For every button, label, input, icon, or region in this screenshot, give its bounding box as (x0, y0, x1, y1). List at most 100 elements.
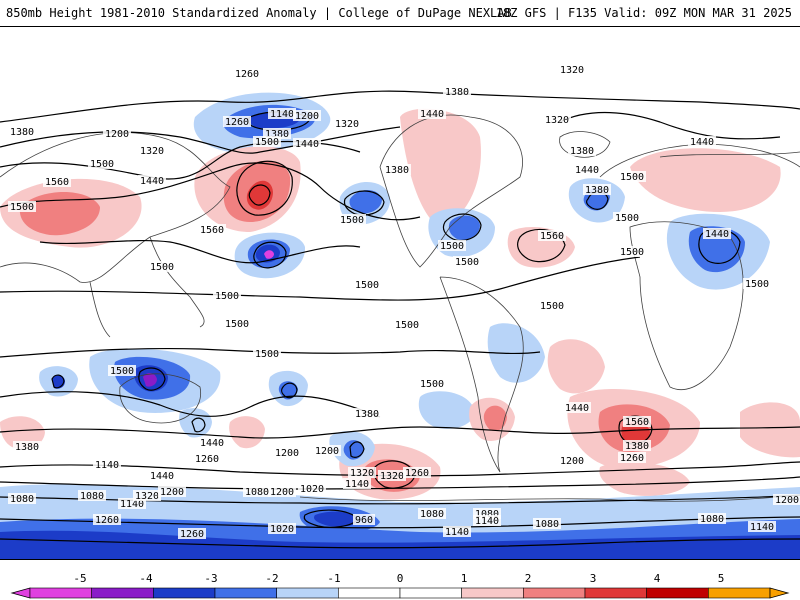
contour-label-bg (213, 290, 241, 301)
height-contour (0, 256, 641, 301)
colorbar-tick-label: -5 (73, 572, 86, 585)
contour-label-bg (618, 171, 646, 182)
height-contour (236, 160, 293, 216)
contour-label-bg (353, 408, 381, 419)
contour-label-bg (103, 128, 131, 139)
contour-label: 1380 (385, 165, 409, 176)
contour-label-bg (268, 486, 296, 497)
contour-label: 1380 (15, 442, 39, 453)
contour-label: 1320 (335, 119, 359, 130)
contour-label-bg (223, 116, 251, 127)
contour-label-bg (8, 126, 36, 137)
height-contour (517, 228, 566, 263)
anomaly-area (547, 339, 605, 394)
anomaly-area (343, 440, 364, 460)
contour-label-bg (568, 145, 596, 156)
contour-label-bg (293, 110, 321, 121)
colorbar-swatches (10, 587, 790, 599)
contour-label-bg (473, 515, 501, 526)
colorbar-tick-label: 0 (397, 572, 404, 585)
height-contour (559, 111, 781, 140)
contour-label-bg (298, 483, 326, 494)
contour-label-bg (403, 467, 431, 478)
colorbar-swatch (276, 587, 339, 599)
colorbar-tick-label: -4 (139, 572, 153, 585)
height-contour (0, 90, 800, 123)
height-contour (280, 382, 298, 399)
contour-label-bg (558, 64, 586, 75)
colorbar-tick-label: 2 (525, 572, 532, 585)
contour-label-bg (43, 176, 71, 187)
contour-label-bg (538, 230, 566, 241)
height-contour (0, 538, 800, 549)
contour-label-bg (573, 164, 601, 175)
contour-label-bg (93, 514, 121, 525)
contour-label: 1260 (620, 453, 644, 464)
contour-label: 1320 (380, 471, 404, 482)
contour-label: 1200 (295, 111, 319, 122)
contour-label: 1260 (235, 69, 259, 80)
contour-label: 1500 (455, 257, 479, 268)
contour-label: 1380 (265, 129, 289, 140)
contour-label-bg (393, 319, 421, 330)
contour-label-bg (148, 470, 176, 481)
contour-label-bg (618, 246, 646, 257)
colorbar-swatch (91, 587, 154, 599)
contour-label-bg (148, 261, 176, 272)
height-contour (442, 213, 482, 242)
contour-label: 1500 (215, 291, 239, 302)
contour-label: 1500 (440, 241, 464, 252)
contour-label-bg (8, 493, 36, 504)
anomaly-area (483, 405, 507, 431)
colorbar-swatch (708, 587, 771, 599)
contour-label-bg (253, 136, 281, 147)
contour-label-bg (93, 459, 121, 470)
contour-label-bg (8, 201, 36, 212)
contour-label: 1140 (445, 527, 469, 538)
contour-label: 1140 (750, 522, 774, 533)
colorbar-swatch (153, 587, 216, 599)
contour-label: 1500 (355, 280, 379, 291)
contour-label: 1080 (535, 519, 559, 530)
contour-label: 1320 (350, 468, 374, 479)
contour-label: 1500 (225, 319, 249, 330)
contour-label: 1080 (245, 487, 269, 498)
contour-label-bg (268, 523, 296, 534)
contour-label-bg (353, 279, 381, 290)
contour-label-bg (353, 514, 375, 525)
contour-label-bg (343, 478, 371, 489)
contour-label: 1440 (295, 139, 319, 150)
anomaly-colorbar: -5 -4 -3 -2 -1 0 1 2 3 4 5 (10, 572, 790, 599)
colorbar-tick-label: 1 (461, 572, 468, 585)
colorbar-extend-low (10, 587, 31, 599)
contour-label-bg (138, 145, 166, 156)
height-contours (0, 90, 800, 549)
anomaly-area (400, 108, 481, 227)
colorbar-tick-label: 5 (718, 572, 725, 585)
colorbar-swatch (214, 587, 277, 599)
coastline (299, 494, 800, 502)
contour-label-bg (333, 118, 361, 129)
colorbar-swatch (584, 587, 647, 599)
contour-label-bg (383, 164, 411, 175)
contour-label: 1020 (270, 524, 294, 535)
contour-label: 1560 (540, 231, 564, 242)
contour-label: 1200 (270, 487, 294, 498)
anomaly-shading (0, 92, 800, 559)
anomaly-area (621, 422, 650, 446)
contour-label: 1320 (545, 115, 569, 126)
height-contour (0, 162, 421, 221)
anomaly-area (0, 416, 45, 449)
coastline (599, 144, 800, 178)
contour-label: 1200 (775, 495, 799, 506)
coastline (149, 236, 205, 328)
coastline (119, 373, 202, 424)
colorbar-tick-label: -1 (327, 572, 340, 585)
anomaly-map: 1260 1320 1380 1440 1380 1200 1140 1200 1260 1320… (0, 64, 800, 559)
model-valid-time: 18Z GFS | F135 Valid: 09Z MON MAR 31 202… (495, 6, 792, 20)
contour-label: 1320 (140, 146, 164, 157)
contour-label: 1440 (705, 229, 729, 240)
contour-label: 1260 (195, 454, 219, 465)
coastline (439, 276, 524, 473)
contour-label: 1500 (620, 172, 644, 183)
